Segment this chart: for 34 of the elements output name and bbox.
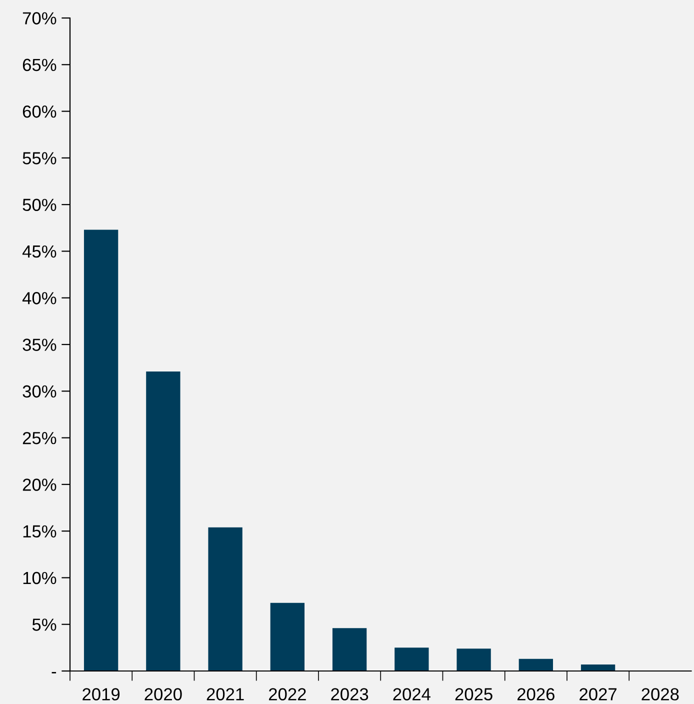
- y-tick-label: 10%: [23, 572, 56, 584]
- bar: [518, 658, 553, 671]
- y-tick-label: 40%: [22, 292, 56, 304]
- y-tick-label: 5%: [32, 618, 56, 631]
- y-tick-label: -: [52, 672, 56, 674]
- y-tick-label: 30%: [22, 385, 56, 398]
- x-tick-label: 2019: [82, 688, 120, 700]
- y-tick-label: 70%: [22, 12, 56, 24]
- y-tick-label: 65%: [22, 58, 56, 72]
- x-tick-label: 2023: [331, 688, 368, 700]
- y-tick-label: 20%: [22, 478, 56, 491]
- x-tick-label: 2022: [268, 688, 306, 700]
- bar: [270, 602, 305, 671]
- x-tick-label: 2028: [642, 688, 679, 700]
- y-tick-label: 25%: [22, 432, 56, 444]
- bar: [208, 527, 242, 671]
- y-tick-label: 60%: [22, 105, 56, 118]
- x-tick-label: 2021: [206, 688, 244, 700]
- bar: [394, 648, 429, 671]
- y-tick-label: 15%: [23, 525, 56, 538]
- x-tick-label: 2025: [455, 688, 492, 700]
- y-tick-label: 55%: [22, 152, 56, 164]
- x-tick-label: 2024: [393, 688, 430, 700]
- x-tick-label: 2026: [517, 688, 554, 700]
- y-tick-label: 50%: [22, 198, 56, 212]
- x-tick-label: 2020: [144, 688, 182, 700]
- bar: [84, 230, 118, 671]
- bar: [332, 628, 367, 671]
- y-tick-label: 35%: [22, 338, 56, 351]
- y-tick-label: 45%: [22, 245, 56, 258]
- x-tick-label: 2027: [580, 688, 616, 700]
- bar: [456, 648, 491, 671]
- bar: [580, 664, 616, 671]
- bar: [146, 372, 180, 671]
